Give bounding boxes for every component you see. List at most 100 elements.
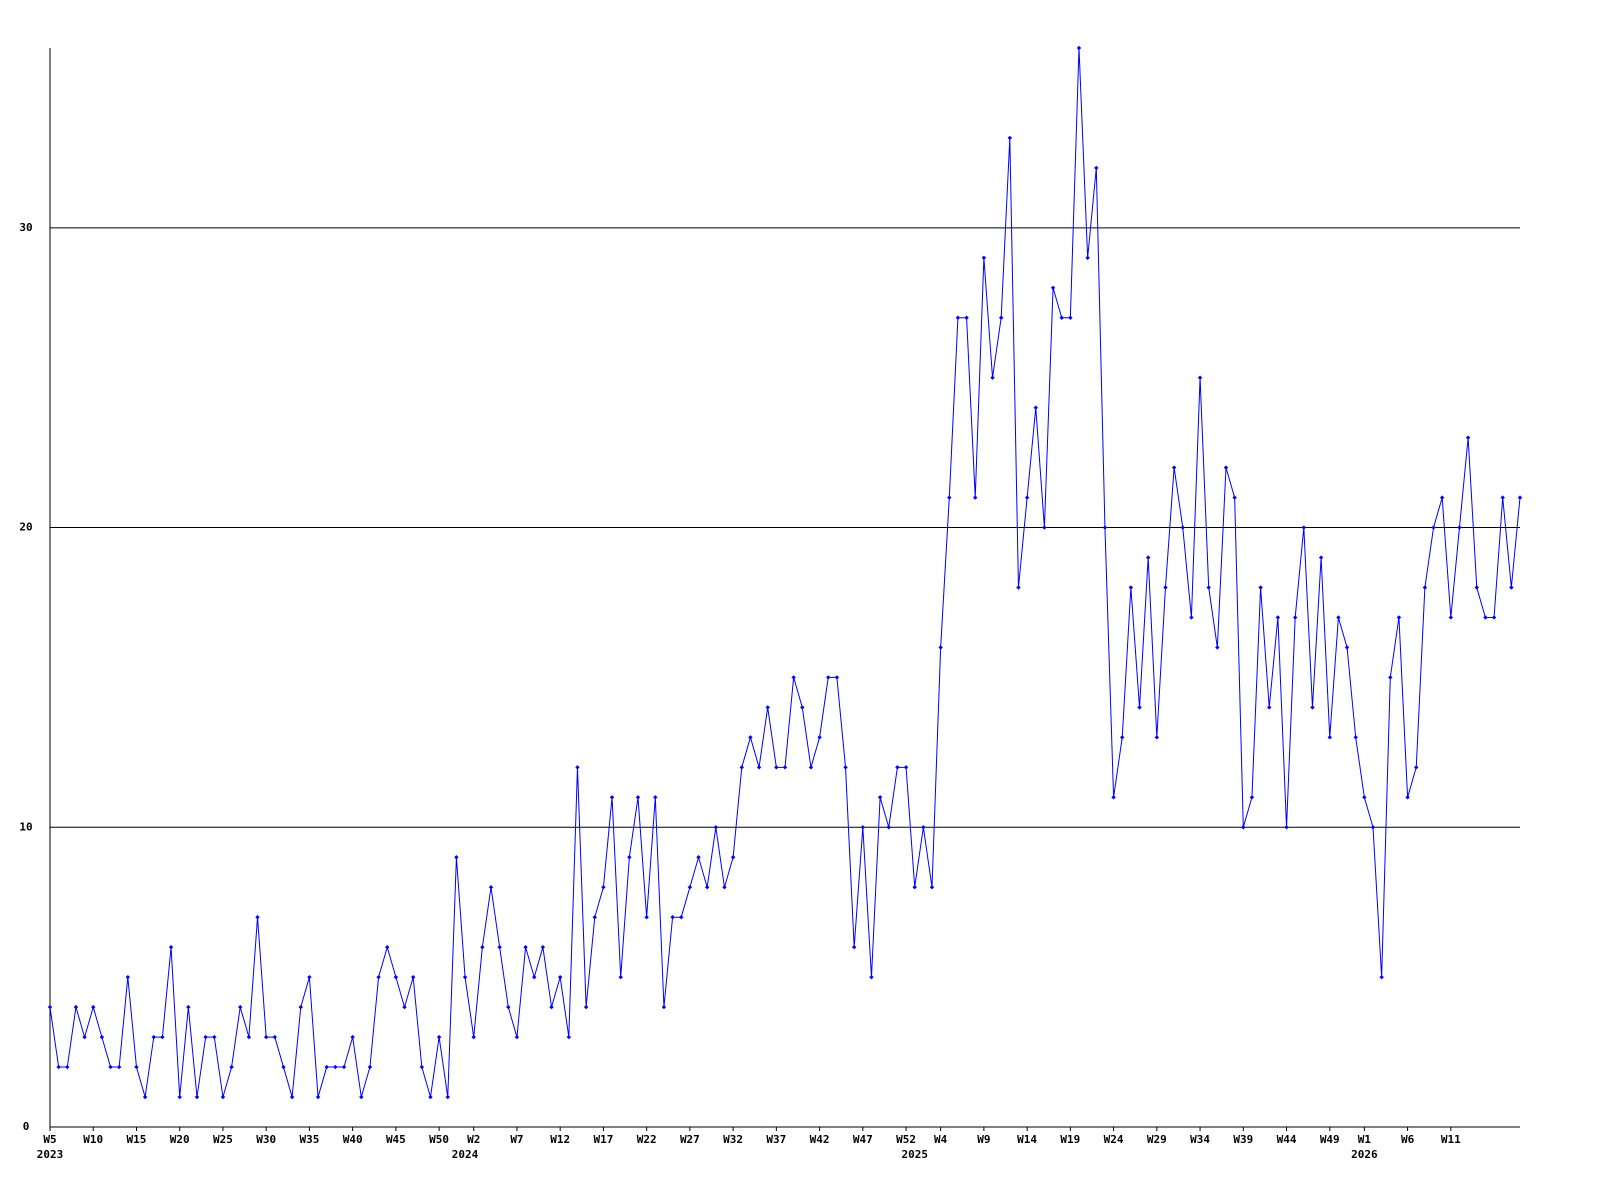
point (739, 765, 744, 770)
point (506, 1004, 511, 1010)
x-tick-label: W52 (896, 1133, 916, 1146)
point (419, 1064, 425, 1070)
point (947, 495, 952, 500)
point (186, 1004, 191, 1010)
point (1102, 525, 1108, 530)
point (817, 735, 822, 740)
point (1145, 555, 1151, 560)
point (1111, 795, 1116, 800)
point (73, 1004, 79, 1010)
point (402, 1004, 407, 1010)
point (168, 944, 174, 950)
point (1379, 974, 1384, 980)
point (704, 885, 710, 890)
point (1457, 525, 1462, 530)
point (843, 765, 848, 770)
x-tick-label: W10 (83, 1133, 103, 1146)
point (912, 885, 917, 890)
point (281, 1064, 286, 1070)
point (1016, 585, 1021, 590)
point (1267, 705, 1272, 710)
point (1327, 735, 1332, 740)
point (886, 825, 891, 830)
x-year-label: 2024 (452, 1148, 479, 1161)
point (514, 1034, 520, 1040)
x-tick-label: W35 (299, 1133, 319, 1146)
x-tick-label: W14 (1017, 1133, 1037, 1146)
point (1500, 495, 1505, 500)
x-tick-label: W42 (810, 1133, 830, 1146)
point (808, 765, 814, 770)
point (1171, 465, 1177, 470)
point (722, 885, 727, 890)
point (696, 855, 701, 860)
point (82, 1034, 87, 1040)
point (1163, 585, 1168, 590)
point (1318, 555, 1324, 560)
point (1024, 495, 1030, 500)
x-tick-label: W39 (1233, 1133, 1253, 1146)
x-tick-label: W30 (256, 1133, 276, 1146)
x-tick-label: W9 (977, 1133, 990, 1146)
point (903, 765, 909, 770)
point (1344, 645, 1350, 650)
point (428, 1094, 433, 1100)
point (549, 1004, 554, 1010)
point (1474, 585, 1479, 590)
point (1180, 525, 1185, 530)
point (307, 974, 312, 980)
x-tick-label: W29 (1147, 1133, 1167, 1146)
point (523, 944, 528, 950)
point (774, 765, 779, 770)
x-tick-label: W12 (550, 1133, 570, 1146)
x-tick-label: W25 (213, 1133, 233, 1146)
point (973, 495, 978, 500)
point (1448, 615, 1454, 620)
point (557, 974, 563, 980)
point (1483, 615, 1488, 620)
x-tick-label: W24 (1104, 1133, 1124, 1146)
x-tick-label: W6 (1401, 1133, 1415, 1146)
point (869, 974, 874, 980)
point (1388, 675, 1393, 680)
point (765, 705, 770, 710)
point (65, 1064, 70, 1070)
x-tick-label: W37 (766, 1133, 786, 1146)
point (480, 944, 485, 950)
x-tick-label: W20 (170, 1133, 190, 1146)
point (800, 705, 805, 710)
point (315, 1094, 321, 1100)
point (1370, 825, 1376, 830)
point (151, 1034, 156, 1040)
point (1491, 615, 1497, 620)
point (860, 825, 866, 830)
x-tick-label: W1 (1358, 1133, 1372, 1146)
point (1189, 615, 1194, 620)
point (445, 1094, 450, 1100)
point (1405, 795, 1410, 800)
point (56, 1064, 61, 1070)
x-tick-label: W40 (343, 1133, 363, 1146)
x-tick-label: W45 (386, 1133, 406, 1146)
point (333, 1064, 338, 1070)
point (583, 1004, 589, 1010)
point (410, 974, 416, 980)
x-tick-label: W50 (429, 1133, 449, 1146)
point (1275, 615, 1281, 620)
point (1007, 135, 1013, 141)
point (454, 855, 459, 860)
point (298, 1004, 303, 1010)
point (436, 1034, 442, 1040)
point (220, 1094, 226, 1100)
point (1362, 795, 1367, 800)
point (1465, 435, 1471, 440)
point (350, 1034, 355, 1040)
point (981, 255, 987, 261)
x-tick-label: W27 (680, 1133, 700, 1146)
point (1310, 705, 1315, 710)
point (687, 885, 693, 890)
point (108, 1064, 113, 1070)
point (679, 914, 684, 920)
